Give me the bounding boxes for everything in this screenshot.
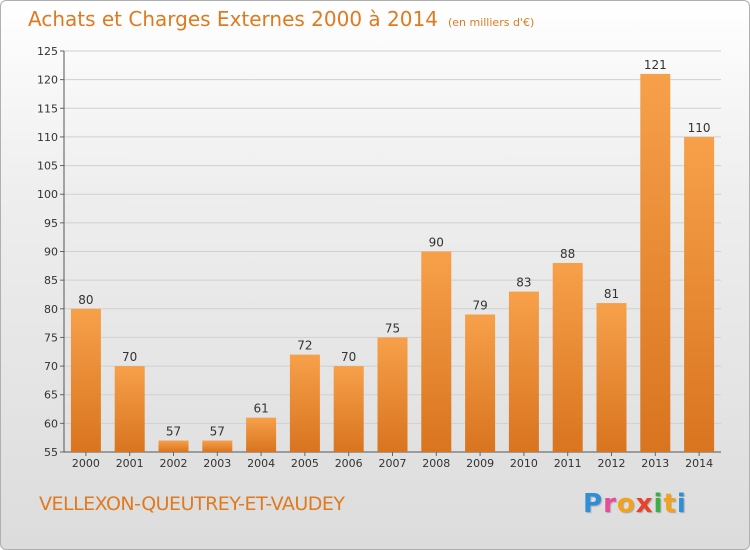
bar-2003 [202, 440, 233, 452]
data-label-2010: 83 [516, 276, 531, 290]
data-label-2008: 90 [429, 236, 444, 250]
x-tick-label-2010: 2010 [510, 457, 538, 470]
y-tick-label: 110 [37, 131, 58, 144]
y-tick-label: 65 [44, 389, 58, 402]
y-tick-label: 100 [37, 188, 58, 201]
bars [70, 73, 715, 453]
bar-2009 [465, 314, 496, 452]
x-tick-label-2012: 2012 [598, 457, 626, 470]
x-tick-label-2009: 2009 [466, 457, 494, 470]
x-tick-labels: 2000 2001 2002 2003 2004 2005 2006 2007 2008 2009… [72, 452, 713, 470]
bar-2005 [289, 354, 320, 452]
data-label-2009: 79 [472, 299, 487, 313]
data-label-2006: 70 [341, 350, 356, 364]
y-tick-label: 120 [37, 74, 58, 87]
logo-letter: r [603, 489, 617, 519]
y-tick-labels: 55 60 65 70 75 80 85 90 95 100 105 110 115 120 125 [37, 45, 58, 459]
bar-2004 [246, 417, 277, 452]
bar-2008 [421, 251, 452, 452]
bar-2000 [70, 308, 101, 452]
x-tick-label-2007: 2007 [379, 457, 407, 470]
data-label-2003: 57 [210, 425, 225, 439]
chart-title: Achats et Charges Externes 2000 à 2014 (e… [28, 7, 534, 31]
logo-letter: i [676, 489, 687, 519]
x-tick-label-2011: 2011 [554, 457, 582, 470]
logo-letter: i [653, 489, 664, 519]
y-tick-label: 90 [44, 246, 58, 259]
x-tick-label-2006: 2006 [335, 457, 363, 470]
chart-title-text: Achats et Charges Externes 2000 à 2014 [28, 7, 438, 31]
data-label-2004: 61 [253, 402, 268, 416]
bar-2010 [508, 291, 539, 452]
x-tick-label-2013: 2013 [641, 457, 669, 470]
x-tick-label-2002: 2002 [160, 457, 188, 470]
y-tick-label: 125 [37, 45, 58, 58]
y-tick-label: 105 [37, 160, 58, 173]
bar-2007 [377, 337, 408, 452]
bar-2011 [552, 262, 583, 452]
data-label-2011: 88 [560, 247, 575, 261]
bar-2012 [596, 303, 627, 452]
x-tick-label-2005: 2005 [291, 457, 319, 470]
y-tick-label: 60 [44, 417, 58, 430]
y-tick-label: 75 [44, 331, 58, 344]
x-tick-label-2014: 2014 [685, 457, 713, 470]
y-tick-label: 70 [44, 360, 58, 373]
bar-2013 [640, 73, 671, 453]
x-tick-label-2004: 2004 [247, 457, 275, 470]
y-tick-label: 55 [44, 446, 58, 459]
bar-2001 [114, 366, 145, 452]
bar-2006 [333, 366, 364, 452]
data-label-2000: 80 [78, 293, 93, 307]
x-tick-label-2001: 2001 [116, 457, 144, 470]
data-label-2001: 70 [122, 350, 137, 364]
y-tick-label: 80 [44, 303, 58, 316]
data-labels: 80 70 57 57 61 72 70 75 90 79 83 88 81 121 110 [78, 58, 710, 439]
y-tick-label: 115 [37, 102, 58, 115]
x-tick-label-2000: 2000 [72, 457, 100, 470]
bar-2014 [684, 136, 715, 452]
chart-subtitle: (en milliers d'€) [447, 16, 535, 29]
data-label-2012: 81 [604, 287, 619, 301]
y-tick-label: 85 [44, 274, 58, 287]
data-label-2002: 57 [166, 425, 181, 439]
x-tick-label-2008: 2008 [422, 457, 450, 470]
logo-letter: t [663, 489, 677, 519]
proxiti-logo[interactable]: Proxiti [583, 489, 687, 519]
logo-letter: o [616, 489, 636, 519]
city-name: VELLEXON-QUEUTREY-ET-VAUDEY [39, 493, 345, 515]
bar-2002 [158, 440, 189, 452]
data-label-2007: 75 [385, 321, 400, 335]
y-tick-label: 95 [44, 217, 58, 230]
data-label-2005: 72 [297, 339, 312, 353]
data-label-2013: 121 [644, 58, 667, 72]
data-label-2014: 110 [688, 121, 711, 135]
logo-letter: x [635, 489, 654, 519]
x-tick-label-2003: 2003 [203, 457, 231, 470]
logo-letter: P [583, 489, 604, 519]
